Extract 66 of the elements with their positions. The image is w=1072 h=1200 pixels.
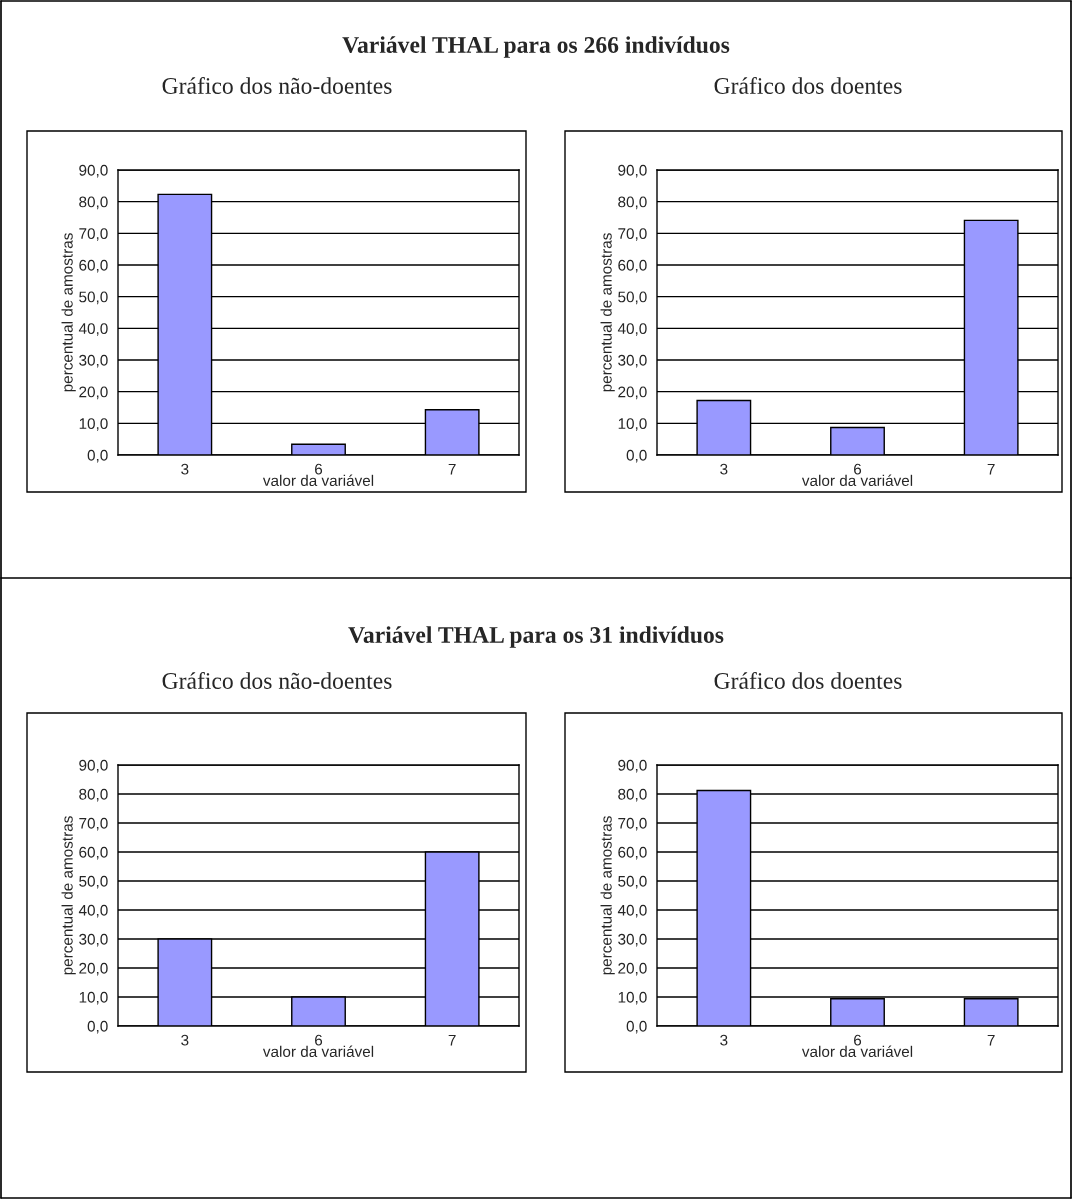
y-tick-label: 30,0 xyxy=(79,354,108,368)
x-tick-label: 6 xyxy=(315,463,323,475)
y-tick-label: 40,0 xyxy=(617,323,647,336)
y-tick-label: 30,0 xyxy=(618,933,647,947)
x-tick-label: 3 xyxy=(720,1034,728,1046)
y-axis-title: percentual de amostras xyxy=(61,233,76,392)
x-axis-title: valor da variável xyxy=(801,474,913,487)
y-tick-label: 60,0 xyxy=(618,846,647,860)
y-axis-title: percentual de amostras xyxy=(61,816,76,975)
y-tick-label: 10,0 xyxy=(79,418,108,431)
y-tick-label: 50,0 xyxy=(79,291,108,305)
y-tick-label: 30,0 xyxy=(618,354,647,368)
x-tick-label: 7 xyxy=(987,463,995,475)
y-tick-label: 10,0 xyxy=(618,991,647,1005)
y-tick-label: 10,0 xyxy=(618,418,647,431)
chart-subtitle: Gráfico dos não-doentes xyxy=(162,672,392,689)
x-tick-label: 3 xyxy=(181,463,189,475)
y-tick-label: 70,0 xyxy=(79,817,108,831)
chart-title: Variável THAL para os 31 indivíduos xyxy=(348,626,724,648)
y-tick-label: 50,0 xyxy=(618,291,647,305)
y-axis-title: percentual de amostras xyxy=(600,816,615,975)
y-tick-label: 50,0 xyxy=(618,875,647,889)
x-tick-label: 6 xyxy=(315,1034,323,1046)
y-tick-label: 90,0 xyxy=(79,164,108,178)
y-tick-label: 70,0 xyxy=(618,228,647,241)
x-tick-label: 7 xyxy=(987,1034,995,1046)
y-tick-label: 40,0 xyxy=(617,904,647,918)
x-tick-label: 3 xyxy=(181,1034,189,1046)
y-tick-label: 70,0 xyxy=(618,817,647,831)
y-tick-label: 0,0 xyxy=(87,449,108,463)
x-tick-label: 3 xyxy=(720,463,728,475)
chart-subtitle: Gráfico dos doentes xyxy=(714,672,902,689)
y-tick-label: 60,0 xyxy=(79,846,108,860)
x-axis-title: valor da variável xyxy=(262,1045,374,1058)
y-tick-label: 90,0 xyxy=(618,759,647,773)
y-tick-label: 0,0 xyxy=(87,1020,108,1034)
y-tick-label: 20,0 xyxy=(618,386,647,400)
y-tick-label: 90,0 xyxy=(618,164,647,178)
y-tick-label: 60,0 xyxy=(79,259,108,273)
y-tick-label: 0,0 xyxy=(626,449,647,463)
x-tick-label: 7 xyxy=(448,463,456,475)
y-tick-label: 0,0 xyxy=(626,1020,647,1034)
y-tick-label: 80,0 xyxy=(618,196,647,210)
y-tick-label: 80,0 xyxy=(79,196,108,210)
y-tick-label: 60,0 xyxy=(618,259,647,273)
x-tick-label: 7 xyxy=(448,1034,456,1046)
y-tick-label: 70,0 xyxy=(79,228,108,241)
chart-subtitle: Gráfico dos doentes xyxy=(714,77,902,94)
y-axis-title: percentual de amostras xyxy=(600,233,615,392)
y-tick-label: 40,0 xyxy=(78,904,108,918)
x-tick-label: 6 xyxy=(854,463,862,475)
y-tick-label: 40,0 xyxy=(78,323,108,336)
y-tick-label: 20,0 xyxy=(79,962,108,976)
y-tick-label: 30,0 xyxy=(79,933,108,947)
y-tick-label: 50,0 xyxy=(79,875,108,889)
y-tick-label: 20,0 xyxy=(79,386,108,400)
y-tick-label: 90,0 xyxy=(79,759,108,773)
y-tick-label: 80,0 xyxy=(618,788,647,802)
y-tick-label: 10,0 xyxy=(79,991,108,1005)
chart-subtitle: Gráfico dos não-doentes xyxy=(162,77,392,94)
y-tick-label: 80,0 xyxy=(79,788,108,802)
y-tick-label: 20,0 xyxy=(618,962,647,976)
x-axis-title: valor da variável xyxy=(801,1045,913,1058)
x-axis-title: valor da variável xyxy=(262,474,374,487)
chart-title: Variável THAL para os 266 indivíduos xyxy=(342,36,730,58)
x-tick-label: 6 xyxy=(854,1034,862,1046)
